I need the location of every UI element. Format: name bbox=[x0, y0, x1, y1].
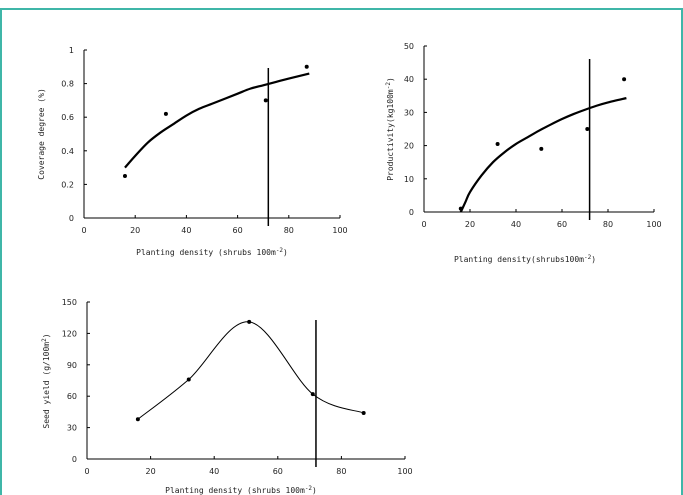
chart3-x-tick-label: 40 bbox=[209, 467, 219, 476]
chart3-x-tick-label: 100 bbox=[397, 467, 412, 476]
chart2-y-tick-label: 0 bbox=[409, 208, 414, 217]
chart2-x-tick-label: 0 bbox=[421, 220, 426, 229]
chart2-y-axis-label: Productivity(kg100m-2) bbox=[385, 77, 395, 181]
chart1-y-tick-label: 0 bbox=[69, 214, 74, 223]
chart2-x-tick-label: 60 bbox=[557, 220, 567, 229]
chart1-y-axis-label: Coverage degree (%) bbox=[37, 88, 46, 180]
frame-right-border bbox=[681, 8, 683, 495]
chart3-y-tick-label: 150 bbox=[62, 298, 77, 307]
chart2-data-point bbox=[585, 127, 590, 131]
frame-top-strip bbox=[0, 0, 683, 8]
chart3-y-tick-label: 120 bbox=[62, 329, 77, 338]
chart3-x-tick-label: 0 bbox=[84, 467, 89, 476]
chart3-data-point bbox=[135, 417, 140, 422]
chart3-x-tick-label: 20 bbox=[146, 467, 156, 476]
chart3-y-tick-label: 30 bbox=[67, 424, 77, 433]
chart3-x-tick-label: 60 bbox=[273, 467, 283, 476]
chart1-x-tick-label: 100 bbox=[332, 226, 347, 235]
chart2-data-point bbox=[495, 141, 500, 146]
chart3-data-point bbox=[310, 392, 315, 397]
chart2-data-point bbox=[539, 146, 544, 151]
chart1-data-point bbox=[163, 111, 168, 116]
chart1-data-point bbox=[263, 98, 268, 103]
chart1-x-tick-label: 0 bbox=[81, 226, 86, 235]
chart3-data-point bbox=[247, 319, 252, 324]
chart2-x-tick-label: 20 bbox=[465, 220, 475, 229]
chart1-data-point bbox=[304, 64, 309, 69]
chart1-x-tick-label: 80 bbox=[284, 226, 294, 235]
chart2-x-tick-label: 100 bbox=[646, 220, 661, 229]
chart3-y-axis-label: Seed yield (g/100m2) bbox=[41, 333, 51, 428]
chart3-y-tick-label: 90 bbox=[67, 361, 77, 370]
chart3-y-tick-label: 0 bbox=[72, 455, 77, 464]
chart1-fit-curve bbox=[124, 72, 310, 169]
chart1-y-tick-label: 0.8 bbox=[61, 80, 74, 89]
chart1-x-tick-label: 40 bbox=[181, 226, 191, 235]
chart2-y-tick-label: 40 bbox=[404, 75, 414, 84]
chart2-x-tick-label: 40 bbox=[511, 220, 521, 229]
chart3-x-axis-label: Planting density (shrubs 100m-2) bbox=[165, 485, 317, 495]
chart1-x-tick-label: 20 bbox=[130, 226, 140, 235]
chart2-data-point bbox=[622, 77, 627, 82]
chart2-y-tick-label: 10 bbox=[404, 175, 414, 184]
chart2-fit-curve bbox=[459, 97, 627, 213]
chart3-series-line bbox=[137, 321, 364, 420]
chart1-y-tick-label: 0.2 bbox=[61, 180, 74, 189]
frame-left-border bbox=[0, 8, 2, 495]
chart1-data-point bbox=[122, 174, 127, 178]
chart3-x-tick-label: 80 bbox=[336, 467, 346, 476]
chart2-x-tick-label: 80 bbox=[603, 220, 613, 229]
chart1-x-tick-label: 60 bbox=[233, 226, 243, 235]
chart2-y-tick-label: 50 bbox=[404, 42, 414, 51]
chart1-x-axis-label: Planting density (shrubs 100m-2) bbox=[136, 247, 288, 257]
chart2-data-point bbox=[458, 206, 463, 211]
frame-top-border bbox=[0, 8, 683, 10]
chart3-data-point bbox=[361, 410, 366, 415]
chart1-y-tick-label: 0.6 bbox=[61, 113, 74, 122]
chart2-y-tick-label: 30 bbox=[404, 108, 414, 117]
chart2-y-tick-label: 20 bbox=[404, 142, 414, 151]
chart2-x-axis-label: Planting density(shrubs100m-2) bbox=[454, 254, 596, 264]
chart3-data-point bbox=[186, 377, 191, 382]
chart3-y-tick-label: 60 bbox=[67, 392, 77, 401]
chart1-y-tick-label: 1 bbox=[69, 46, 74, 55]
chart1-y-tick-label: 0.4 bbox=[61, 147, 74, 156]
